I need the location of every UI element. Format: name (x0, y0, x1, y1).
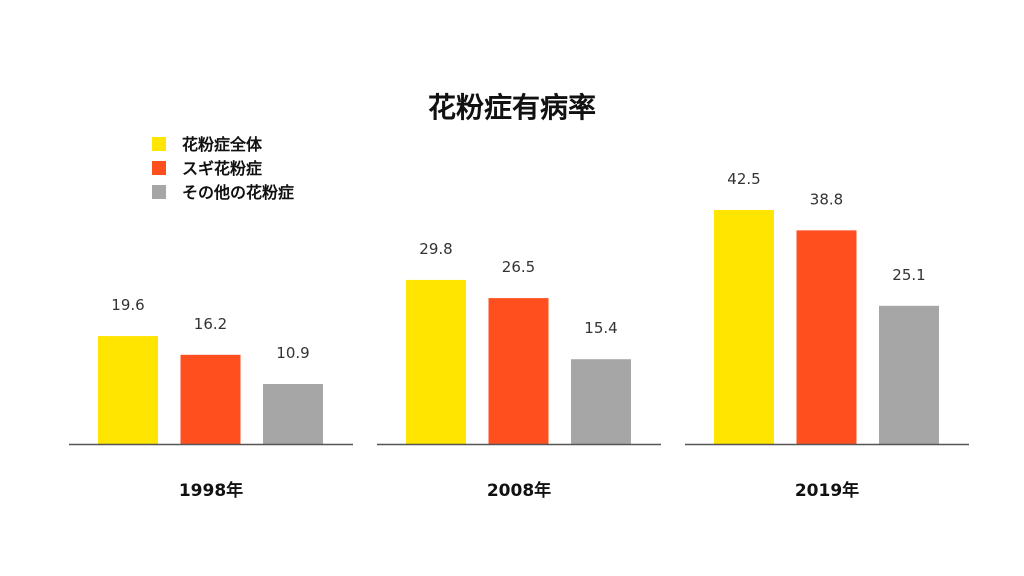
chart-title: 花粉症有病率 (428, 91, 596, 124)
legend-label: スギ花粉症 (182, 159, 262, 178)
data-label: 29.8 (419, 240, 452, 258)
bar (180, 354, 241, 444)
category-label: 1998年 (179, 480, 243, 501)
data-label: 19.6 (111, 296, 144, 314)
bar-group: 29.8 26.5 15.4 2008年 (377, 240, 661, 501)
legend-swatch (152, 161, 166, 175)
bar (263, 383, 323, 444)
bar (98, 336, 158, 444)
data-label: 15.4 (584, 319, 617, 337)
bar (879, 305, 939, 444)
bar-groups: 19.6 16.2 10.9 1998年 29.8 26.5 15.4 2008年 42.5 38… (69, 170, 969, 501)
bar (406, 279, 466, 444)
data-label: 25.1 (892, 266, 925, 284)
bar-group: 42.5 38.8 25.1 2019年 (685, 170, 969, 501)
data-label: 16.2 (194, 315, 227, 333)
legend-swatch (152, 185, 166, 199)
legend-label: その他の花粉症 (182, 183, 294, 202)
bar-group: 19.6 16.2 10.9 1998年 (69, 296, 353, 501)
data-label: 26.5 (502, 258, 535, 276)
bar (714, 210, 774, 444)
legend-swatch (152, 137, 166, 151)
data-label: 38.8 (810, 190, 843, 208)
bar (796, 230, 857, 444)
data-label: 10.9 (276, 344, 309, 362)
bar (488, 298, 549, 444)
category-label: 2008年 (487, 480, 551, 501)
category-label: 2019年 (795, 480, 859, 501)
legend-label: 花粉症全体 (182, 135, 263, 154)
data-label: 42.5 (727, 170, 760, 188)
bar (571, 359, 631, 444)
